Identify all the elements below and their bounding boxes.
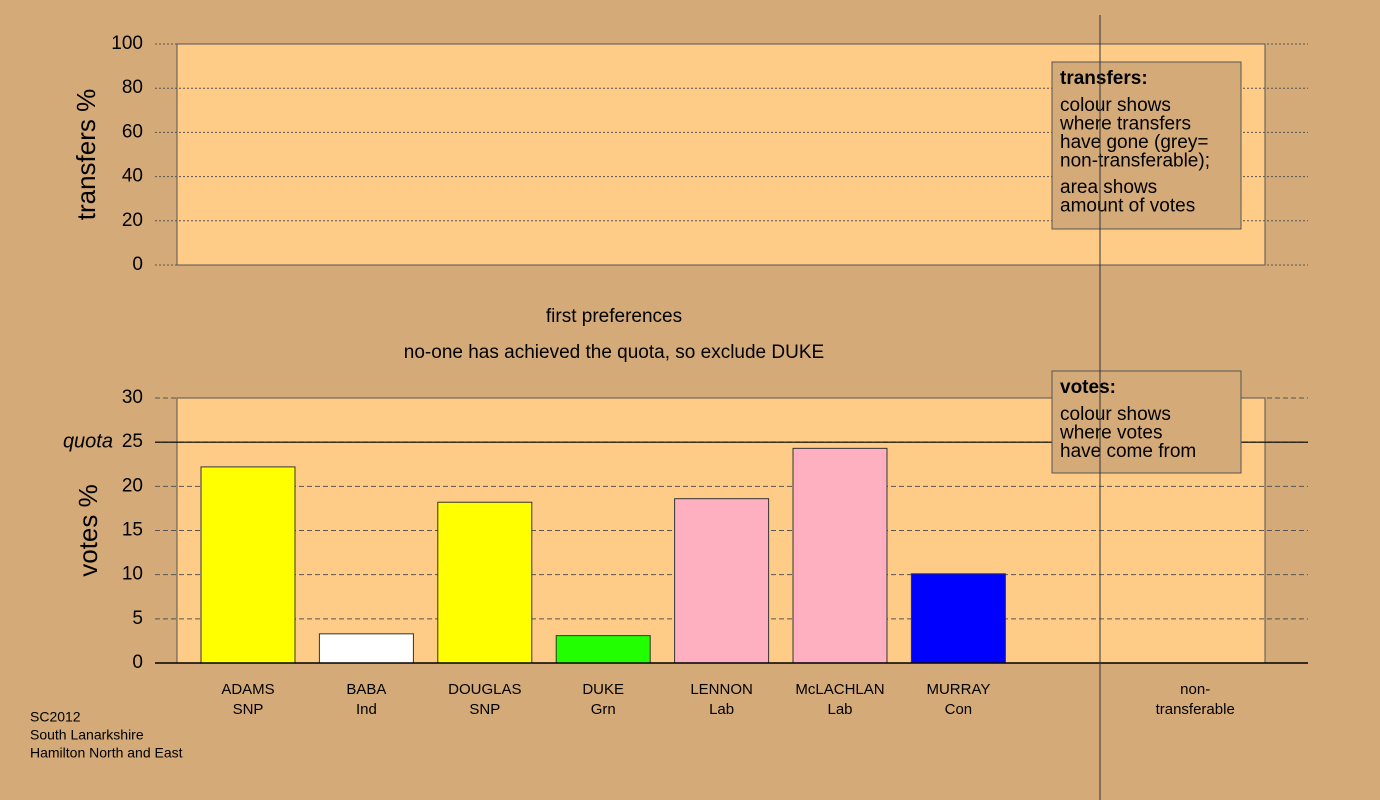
legend-text: have gone (grey= bbox=[1060, 132, 1208, 153]
footer-text: South Lanarkshire bbox=[30, 727, 144, 743]
y-tick-label: 25 bbox=[122, 431, 143, 452]
y-tick-label: 15 bbox=[122, 520, 143, 541]
footer-text: SC2012 bbox=[30, 709, 81, 725]
x-tick-label: BABA bbox=[346, 681, 386, 698]
legend-title: transfers: bbox=[1060, 68, 1148, 89]
x-tick-sublabel: SNP bbox=[469, 701, 500, 718]
bar bbox=[318, 633, 414, 664]
y-tick-label: 100 bbox=[111, 33, 143, 54]
bar bbox=[437, 501, 533, 664]
x-tick-label: McLACHLAN bbox=[795, 681, 884, 698]
legend-box bbox=[1051, 370, 1242, 474]
chart-subtitle: no-one has achieved the quota, so exclud… bbox=[404, 342, 824, 363]
bar bbox=[792, 447, 888, 664]
x-tick-label: non- bbox=[1180, 681, 1210, 698]
y-tick-label: 60 bbox=[122, 121, 143, 142]
x-tick-label: MURRAY bbox=[926, 681, 990, 698]
legend-text: area shows bbox=[1060, 177, 1157, 198]
x-tick-sublabel: Con bbox=[945, 701, 973, 718]
y-tick-label: 30 bbox=[122, 387, 143, 408]
x-tick-sublabel: Ind bbox=[356, 701, 377, 718]
bar bbox=[910, 573, 1006, 664]
y-axis-label: transfers % bbox=[71, 89, 101, 221]
x-tick-sublabel: Lab bbox=[709, 701, 734, 718]
y-axis-label: votes % bbox=[73, 484, 103, 577]
legend-text: where votes bbox=[1059, 423, 1162, 444]
y-tick-label: 80 bbox=[122, 77, 143, 98]
quota-label: quota bbox=[63, 430, 113, 452]
x-tick-sublabel: SNP bbox=[233, 701, 264, 718]
x-tick-label: DOUGLAS bbox=[448, 681, 521, 698]
x-tick-sublabel: transferable bbox=[1156, 701, 1235, 718]
y-tick-label: 5 bbox=[132, 608, 143, 629]
x-tick-label: DUKE bbox=[582, 681, 624, 698]
bar bbox=[200, 466, 296, 664]
legend-text: where transfers bbox=[1059, 114, 1191, 135]
y-tick-label: 0 bbox=[132, 652, 143, 673]
y-tick-label: 20 bbox=[122, 475, 143, 496]
x-tick-label: LENNON bbox=[690, 681, 753, 698]
legend-box bbox=[1051, 61, 1242, 230]
bar bbox=[674, 498, 770, 664]
legend-text: amount of votes bbox=[1060, 196, 1195, 217]
legend-text: colour shows bbox=[1060, 95, 1171, 116]
bar bbox=[555, 635, 651, 664]
legend-text: non-transferable); bbox=[1060, 151, 1210, 172]
legend-text: colour shows bbox=[1060, 404, 1171, 425]
x-tick-label: ADAMS bbox=[221, 681, 274, 698]
x-tick-sublabel: Lab bbox=[827, 701, 852, 718]
y-tick-label: 0 bbox=[132, 254, 143, 275]
y-tick-label: 20 bbox=[122, 210, 143, 231]
y-tick-label: 40 bbox=[122, 166, 143, 187]
chart-title: first preferences bbox=[546, 306, 682, 327]
legend-title: votes: bbox=[1060, 377, 1116, 398]
y-tick-label: 10 bbox=[122, 564, 143, 585]
x-tick-sublabel: Grn bbox=[591, 701, 616, 718]
legend-text: have come from bbox=[1060, 441, 1196, 462]
footer-text: Hamilton North and East bbox=[30, 745, 183, 761]
